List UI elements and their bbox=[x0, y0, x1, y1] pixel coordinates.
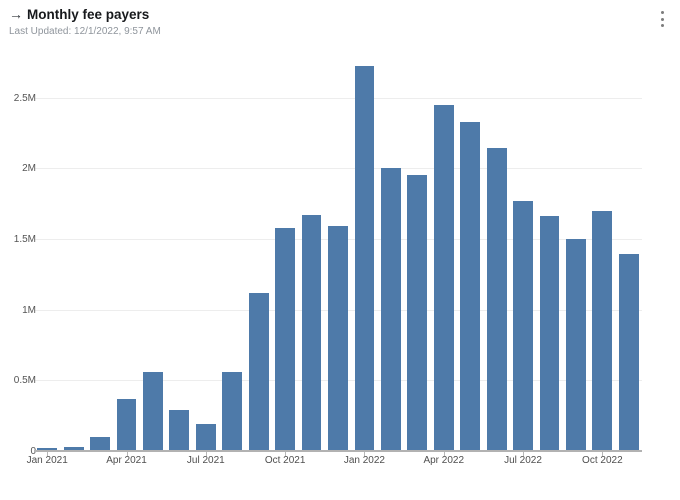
bar[interactable] bbox=[592, 210, 613, 451]
bar[interactable] bbox=[90, 436, 110, 451]
bar[interactable] bbox=[63, 446, 84, 451]
x-axis-label: Jul 2022 bbox=[504, 455, 542, 466]
bar[interactable] bbox=[222, 371, 243, 451]
bar[interactable] bbox=[37, 448, 58, 451]
y-axis-label: 0 bbox=[30, 446, 36, 457]
bar[interactable] bbox=[513, 200, 533, 451]
bar[interactable] bbox=[116, 398, 137, 451]
x-axis-tick bbox=[602, 452, 604, 456]
x-axis-label: Apr 2021 bbox=[106, 455, 147, 466]
bar[interactable] bbox=[539, 216, 560, 451]
x-axis-label: Oct 2021 bbox=[264, 455, 306, 466]
y-axis-label: 1.5M bbox=[13, 233, 36, 245]
gridline bbox=[34, 97, 642, 99]
kebab-menu-icon[interactable] bbox=[655, 9, 669, 29]
bar[interactable] bbox=[433, 104, 454, 451]
x-axis-label: Jan 2021 bbox=[26, 455, 68, 466]
x-axis-label: Jul 2021 bbox=[186, 455, 225, 466]
x-axis-label: Apr 2022 bbox=[423, 455, 465, 466]
bar[interactable] bbox=[460, 121, 481, 451]
bar[interactable] bbox=[354, 66, 375, 451]
bar[interactable] bbox=[195, 424, 216, 451]
x-axis-tick bbox=[443, 452, 445, 456]
x-axis-line bbox=[34, 450, 642, 452]
x-axis-tick bbox=[47, 452, 49, 456]
page-title[interactable]: Monthly fee payers bbox=[27, 7, 150, 22]
bar[interactable] bbox=[486, 148, 507, 451]
bar[interactable] bbox=[248, 292, 269, 451]
bar[interactable] bbox=[380, 168, 401, 451]
x-axis-tick bbox=[205, 452, 207, 456]
bar[interactable] bbox=[169, 409, 190, 451]
bar[interactable] bbox=[407, 175, 428, 451]
x-axis-tick bbox=[523, 452, 525, 456]
bar[interactable] bbox=[618, 254, 639, 451]
y-axis-label: 2.5M bbox=[13, 92, 36, 104]
gridline bbox=[34, 168, 642, 170]
last-updated-label: Last Updated: 12/1/2022, 9:57 AM bbox=[9, 26, 161, 37]
bar[interactable] bbox=[301, 214, 322, 451]
x-axis-tick bbox=[285, 452, 287, 456]
drill-arrow-icon[interactable]: → bbox=[9, 6, 23, 22]
x-axis-tick bbox=[364, 452, 366, 456]
bar[interactable] bbox=[143, 371, 163, 451]
bar[interactable] bbox=[328, 226, 348, 451]
x-axis-label: Oct 2022 bbox=[582, 455, 623, 466]
y-axis-label: 2M bbox=[22, 163, 36, 175]
x-axis-tick bbox=[126, 452, 128, 456]
bar[interactable] bbox=[566, 238, 586, 451]
x-axis-label: Jan 2022 bbox=[343, 455, 385, 466]
y-axis-label: 0.5M bbox=[13, 375, 36, 387]
bar[interactable] bbox=[275, 227, 296, 451]
y-axis-label: 1M bbox=[22, 304, 36, 316]
